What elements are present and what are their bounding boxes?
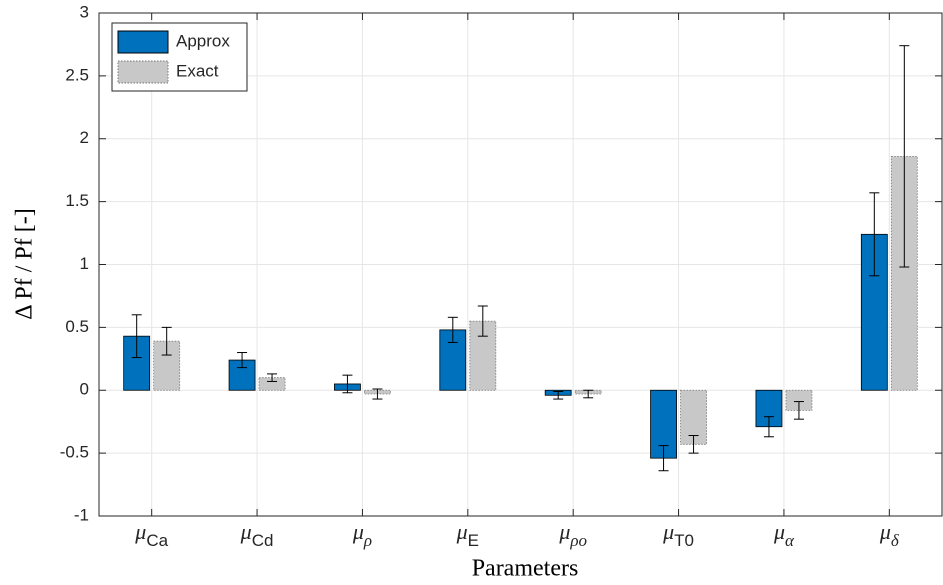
- error-bar: [237, 352, 248, 369]
- x-tick-label: μCd: [240, 519, 274, 550]
- y-tick-label: -1: [74, 505, 89, 524]
- y-tick-label: 2: [80, 128, 89, 147]
- error-bar: [447, 316, 458, 343]
- legend-swatch: [117, 30, 169, 54]
- error-bar: [583, 389, 594, 399]
- bar: [785, 389, 813, 411]
- legend-swatch: [117, 60, 169, 84]
- x-tick-label: μδ: [879, 519, 900, 550]
- y-tick-label: 3: [80, 2, 89, 21]
- x-tick-label: μα: [773, 519, 795, 550]
- x-axis-label: Parameters: [472, 556, 579, 582]
- error-bar: [899, 45, 910, 268]
- x-tick-label: μCa: [134, 519, 168, 550]
- error-bar: [372, 388, 383, 400]
- y-axis-label: Δ Pf / Pf [-]: [12, 208, 38, 319]
- y-tick-label: -0.5: [60, 443, 89, 462]
- y-tick-label: 1: [80, 254, 89, 273]
- legend-label: Approx: [176, 31, 230, 50]
- error-bar: [658, 445, 669, 472]
- x-tick-label: μE: [456, 519, 479, 550]
- y-tick-label: 0: [80, 380, 89, 399]
- error-bar: [869, 192, 880, 277]
- y-tick-label: 0.5: [65, 317, 89, 336]
- error-bar: [477, 305, 488, 337]
- plot-frame: [98, 12, 943, 517]
- error-bar: [131, 314, 142, 359]
- error-bar: [763, 416, 774, 438]
- error-bar: [688, 435, 699, 454]
- error-bar: [553, 391, 564, 400]
- error-bar: [267, 373, 278, 382]
- y-tick-label: 1.5: [65, 191, 89, 210]
- legend-label: Exact: [176, 61, 219, 80]
- error-bar: [161, 326, 172, 356]
- x-tick-label: μT0: [662, 519, 694, 550]
- y-tick-label: 2.5: [65, 65, 89, 84]
- error-bar: [793, 401, 804, 420]
- x-tick-label: μρ: [352, 519, 372, 550]
- error-bar: [342, 374, 353, 394]
- x-tick-label: μρo: [558, 519, 587, 550]
